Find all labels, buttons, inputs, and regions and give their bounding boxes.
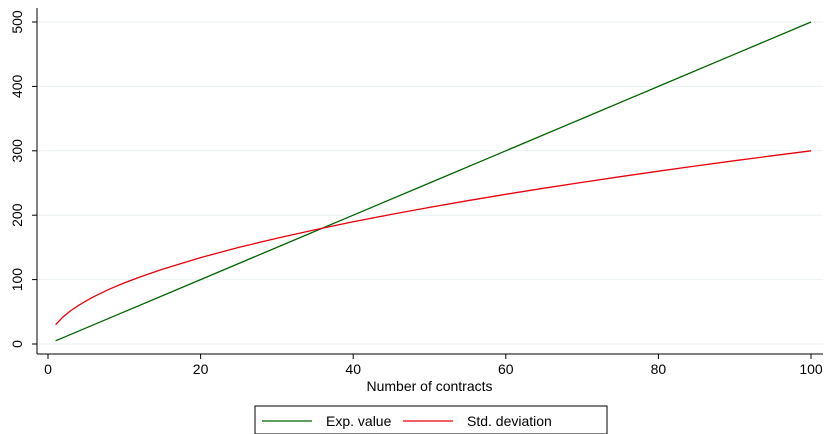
y-tick-label: 200 — [9, 203, 25, 227]
legend: Exp. value Std. deviation — [254, 405, 608, 434]
series-line — [55, 21, 812, 342]
y-tick-label: 400 — [9, 75, 25, 99]
y-tick-label: 500 — [9, 10, 25, 34]
axis-ticks: 0 100 200 300 400 500 0 20 40 60 80 100 — [9, 10, 823, 377]
x-tick-label: 60 — [498, 361, 514, 377]
x-tick-label: 0 — [44, 361, 52, 377]
x-tick-label: 20 — [193, 361, 209, 377]
y-tick-label: 300 — [9, 139, 25, 163]
y-tick-label: 0 — [9, 340, 25, 348]
x-tick-label: 100 — [799, 361, 823, 377]
legend-box — [254, 405, 608, 434]
series-lines — [55, 21, 812, 342]
legend-label: Std. deviation — [467, 413, 552, 429]
axes — [36, 8, 823, 355]
y-tick-label: 100 — [9, 268, 25, 292]
x-tick-label: 40 — [345, 361, 361, 377]
x-axis-title: Number of contracts — [366, 378, 492, 394]
gridlines — [37, 21, 823, 345]
series-line — [55, 150, 812, 326]
legend-label: Exp. value — [326, 413, 392, 429]
x-tick-label: 80 — [651, 361, 667, 377]
